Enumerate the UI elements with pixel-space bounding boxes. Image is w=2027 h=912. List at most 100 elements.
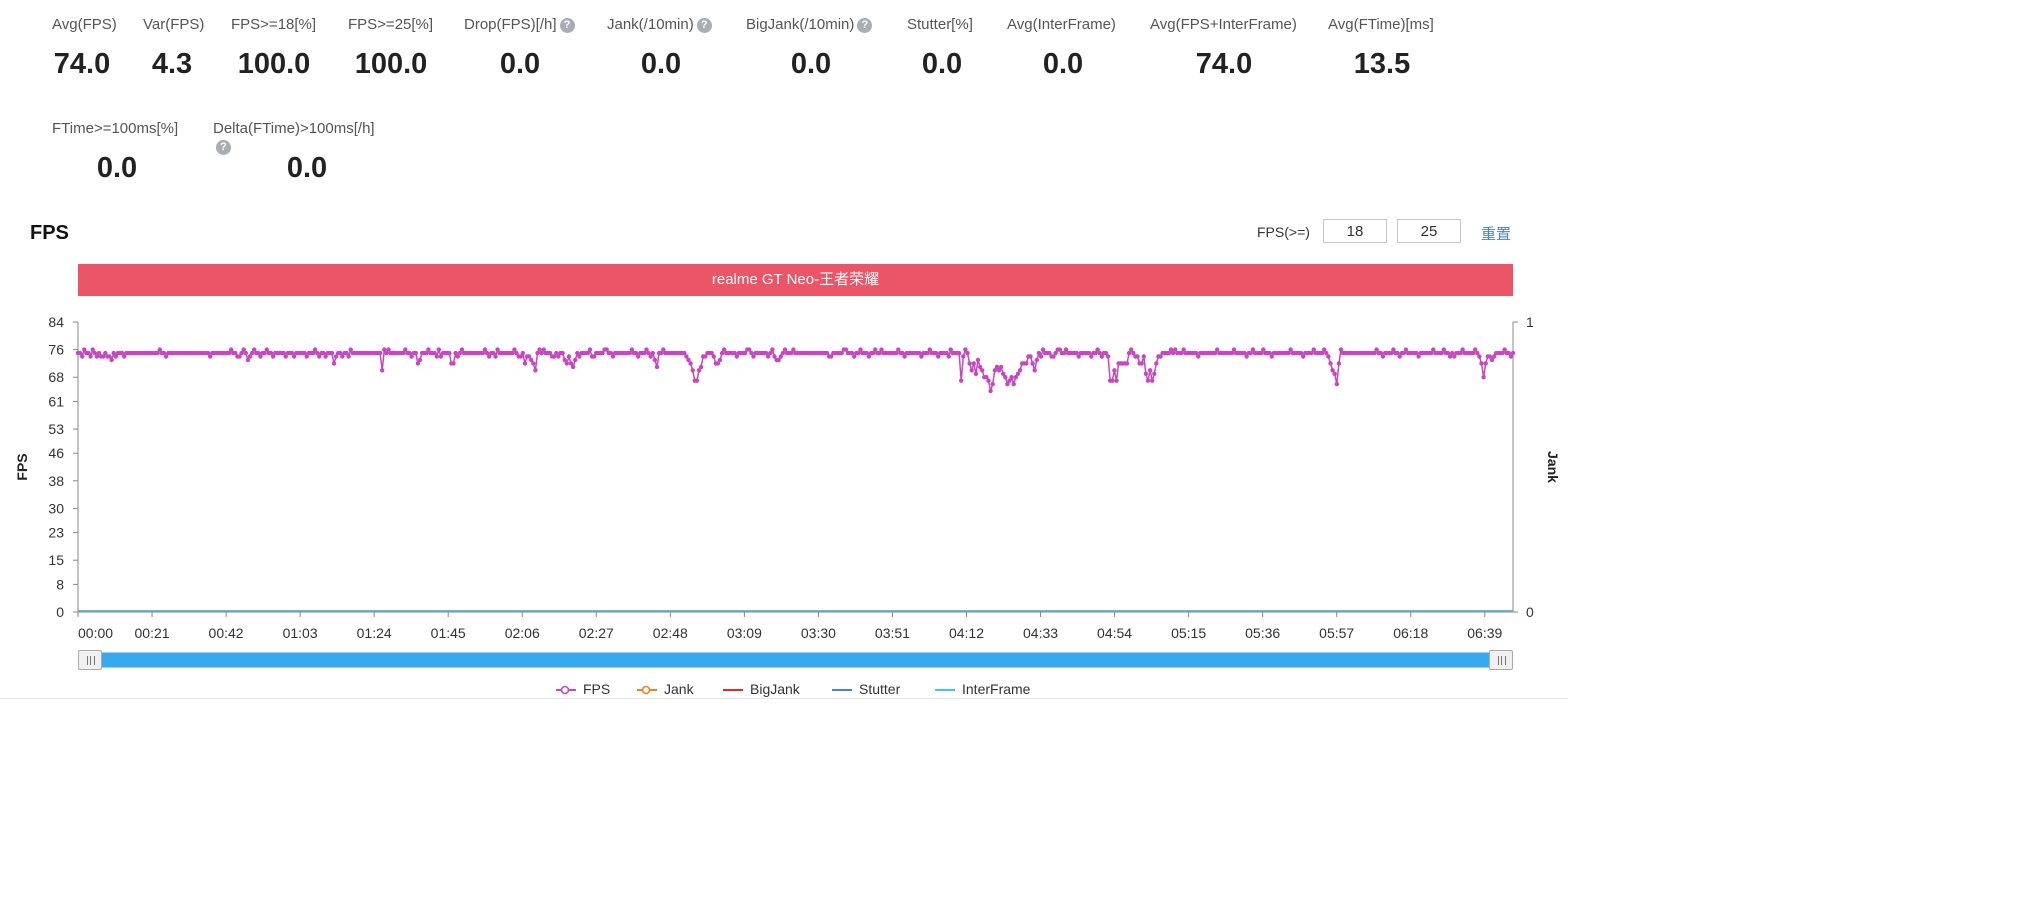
- fps-point: [770, 347, 775, 352]
- help-icon[interactable]: ?: [696, 18, 712, 33]
- fps-point: [856, 350, 861, 356]
- legend-item-stutter[interactable]: Stutter: [831, 681, 900, 697]
- fps-point: [1487, 354, 1493, 359]
- y2-tick-label: 0: [1526, 604, 1534, 620]
- fps-point: [453, 350, 458, 356]
- fps-point: [1057, 347, 1063, 352]
- fps-point: [659, 350, 664, 356]
- metric-label: FPS>=18[%]: [231, 16, 317, 33]
- fps-point: [1506, 350, 1512, 356]
- fps-point: [560, 350, 565, 356]
- x-tick-label: 06:39: [1467, 625, 1502, 641]
- fps-point: [1063, 347, 1069, 352]
- fps-point: [965, 350, 970, 356]
- metric-value: 100.0: [237, 48, 311, 80]
- fps-point: [627, 350, 632, 356]
- fps-point: [1076, 354, 1081, 359]
- fps-point: [409, 354, 414, 359]
- fps-point: [963, 347, 968, 352]
- fps-point: [925, 350, 930, 356]
- legend-item-bigjank[interactable]: BigJank: [722, 681, 800, 697]
- fps-point: [789, 350, 794, 356]
- fps-point: [1328, 361, 1333, 366]
- fps-point: [1431, 347, 1436, 352]
- fps-point: [310, 350, 316, 356]
- metric-label: Stutter[%]: [907, 16, 973, 33]
- fps-point: [103, 350, 108, 356]
- fps-point: [1047, 350, 1052, 356]
- fps-point: [988, 388, 993, 394]
- fps-point: [382, 347, 387, 352]
- fps-point: [256, 350, 261, 356]
- fps-point: [648, 354, 653, 359]
- time-range-track[interactable]: [78, 652, 1513, 668]
- fps-point: [537, 347, 542, 352]
- fps-point: [587, 347, 593, 352]
- legend-label: Jank: [664, 681, 694, 697]
- fps-point: [1131, 350, 1136, 356]
- legend-item-fps[interactable]: FPS: [555, 681, 610, 697]
- fps-point: [531, 361, 536, 366]
- fps-point: [1053, 350, 1058, 356]
- fps-point: [264, 347, 269, 352]
- time-range-slider[interactable]: [78, 650, 1513, 670]
- x-tick-label: 05:57: [1319, 625, 1354, 641]
- fps-point: [522, 361, 528, 366]
- help-icon[interactable]: ?: [857, 18, 873, 33]
- fps-point: [346, 354, 351, 359]
- metric-card: FPS>=18[%] 100.0: [231, 16, 381, 80]
- fps-point: [80, 354, 85, 359]
- metric-label: Avg(FPS+InterFrame): [1150, 16, 1297, 33]
- fps-point: [96, 350, 102, 356]
- y-tick-label: 53: [48, 421, 64, 437]
- fps-point: [873, 347, 878, 352]
- fps-point: [86, 350, 91, 356]
- fps-point: [1097, 350, 1102, 356]
- help-icon[interactable]: ?: [216, 140, 231, 155]
- fps-point: [1380, 354, 1386, 359]
- x-tick-label: 05:36: [1245, 625, 1280, 641]
- fps-point: [304, 354, 309, 359]
- legend-item-interframe[interactable]: InterFrame: [934, 681, 1030, 697]
- fps-point: [119, 350, 125, 356]
- fps-point: [1038, 354, 1044, 359]
- fps-point: [703, 354, 708, 359]
- x-tick-label: 05:15: [1171, 625, 1206, 641]
- fps-point: [329, 350, 335, 356]
- fps-point: [996, 368, 1002, 373]
- fps-point: [380, 368, 385, 373]
- y-tick-label: 15: [48, 552, 64, 568]
- fps-point: [239, 350, 244, 356]
- fps-point: [482, 347, 488, 352]
- y-tick-label: 46: [48, 445, 64, 461]
- fps-point: [992, 368, 997, 373]
- fps-point: [732, 350, 737, 356]
- fps-point: [1229, 350, 1235, 356]
- fps-point: [1095, 347, 1100, 352]
- chart-title: FPS: [30, 222, 69, 244]
- range-end-handle[interactable]: [1489, 650, 1513, 670]
- fps-threshold-high-input[interactable]: [1397, 219, 1461, 243]
- fps-point: [591, 354, 597, 359]
- fps-point: [686, 357, 691, 363]
- fps-point: [1309, 350, 1314, 356]
- range-start-handle[interactable]: [78, 650, 102, 670]
- fps-point: [610, 354, 616, 359]
- fps-point: [426, 347, 431, 352]
- fps-point: [447, 350, 452, 356]
- fps-point: [577, 354, 582, 359]
- fps-point: [852, 354, 857, 359]
- reset-link[interactable]: 重置: [1481, 226, 1512, 243]
- fps-point: [1288, 347, 1293, 352]
- fps-point: [1114, 378, 1119, 383]
- help-icon[interactable]: ?: [559, 18, 575, 33]
- x-tick-label: 04:33: [1023, 625, 1058, 641]
- fps-threshold-low-input[interactable]: [1323, 219, 1387, 243]
- fps-point: [155, 350, 160, 356]
- legend-item-jank[interactable]: Jank: [636, 681, 694, 697]
- fps-point: [879, 347, 884, 352]
- fps-point: [877, 350, 882, 356]
- fps-point: [1150, 378, 1155, 383]
- fps-point: [1143, 371, 1149, 376]
- fps-point: [1389, 350, 1394, 356]
